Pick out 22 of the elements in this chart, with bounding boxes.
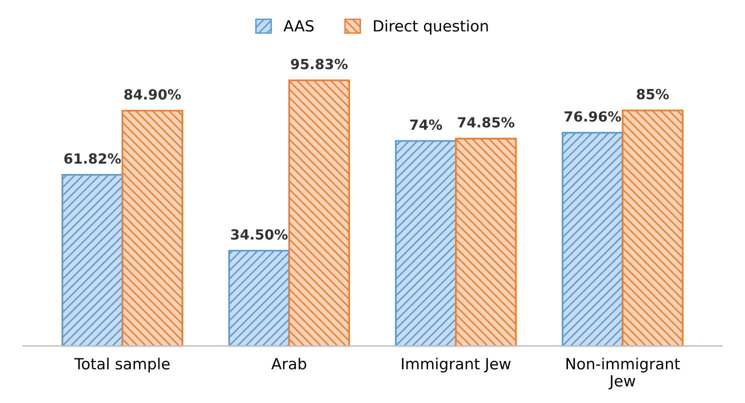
bar	[562, 132, 624, 347]
bar	[228, 250, 290, 347]
legend-label: Direct question	[374, 20, 488, 35]
data-label: 76.96%	[564, 111, 622, 122]
bar	[122, 110, 184, 347]
legend-label: AAS	[284, 20, 314, 32]
bar	[62, 174, 124, 347]
data-label: 85%	[636, 88, 669, 100]
bar	[622, 110, 684, 347]
data-label: 74%	[410, 119, 442, 130]
data-label: 84.90%	[124, 89, 181, 100]
bar	[395, 140, 457, 347]
data-label: 74.85%	[458, 117, 514, 128]
x-tick-label: Immigrant Jew	[402, 358, 511, 372]
data-label: 61.82%	[64, 153, 121, 164]
bar	[288, 79, 350, 347]
x-tick-label: Non-immigrant Jew	[566, 358, 680, 390]
x-tick-label: Arab	[271, 358, 306, 370]
x-tick-label: Total sample	[74, 358, 170, 372]
data-label: 34.50%	[231, 229, 288, 240]
data-label: 95.83%	[290, 58, 348, 70]
bar	[455, 138, 517, 347]
